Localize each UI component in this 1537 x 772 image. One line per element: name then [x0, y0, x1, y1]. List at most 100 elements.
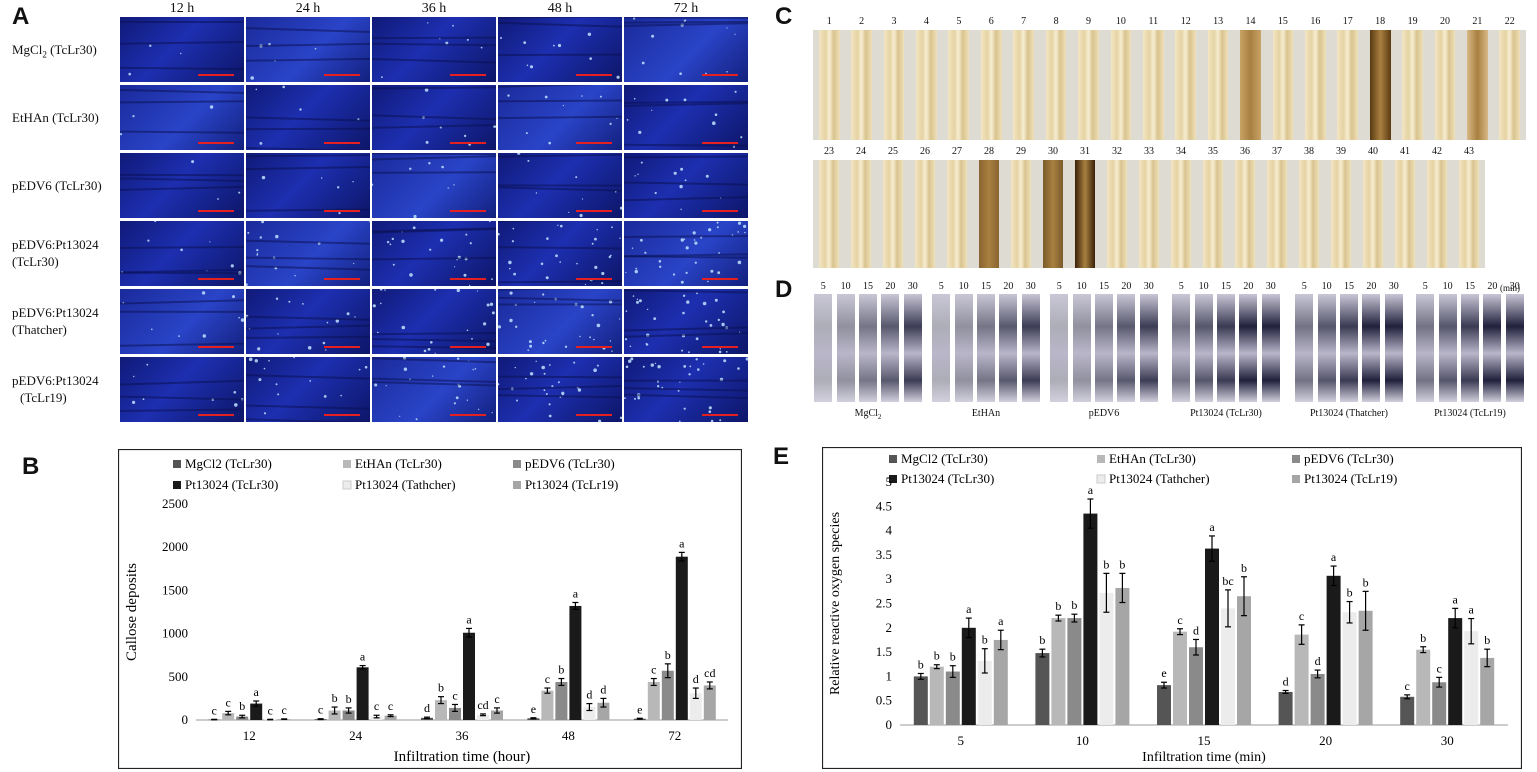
bar [342, 710, 355, 720]
strip-number: 15 [1277, 16, 1288, 27]
bar [384, 715, 397, 720]
significance-letter: b [1103, 557, 1109, 571]
x-tick-label: 72 [668, 728, 681, 743]
panel-d-time-label: 15 [1221, 281, 1231, 292]
x-tick-label: 30 [1441, 733, 1454, 748]
panel-d-time-label: 5 [820, 281, 826, 292]
strip-number: 4 [923, 16, 929, 27]
stained-strip [1194, 294, 1213, 402]
significance-letter: b [1039, 633, 1045, 647]
y-axis-label: Callose deposits [124, 563, 140, 661]
panel-label-a: A [12, 3, 30, 30]
bar [1205, 548, 1219, 725]
strip-number: 37 [1272, 146, 1282, 157]
leaf-strip [1207, 30, 1229, 140]
bar [1310, 673, 1325, 725]
bar [689, 693, 702, 720]
strip-number: 34 [1176, 146, 1186, 157]
panel-d-time-label: 20 [885, 281, 896, 292]
micrograph [624, 289, 748, 354]
panel-d-time-label: 15 [1465, 281, 1475, 292]
micrograph [246, 153, 370, 218]
strip-number: 17 [1342, 16, 1353, 27]
leaf-strip [1337, 30, 1359, 140]
leaf-strip [1272, 30, 1294, 140]
y-tick-label: 1.5 [876, 644, 892, 659]
bar [945, 671, 960, 725]
micrograph [372, 85, 496, 150]
significance-letter: c [388, 699, 393, 713]
leaf-strip [978, 160, 1000, 268]
stained-strip [1384, 294, 1403, 402]
strip-number: 33 [1144, 146, 1154, 157]
legend-swatch [1292, 475, 1300, 483]
panel-d-time-label: 10 [840, 281, 851, 292]
y-tick-label: 2000 [162, 539, 188, 554]
strip-number: 30 [1048, 146, 1058, 157]
micrograph [120, 357, 244, 422]
stained-strip [1095, 294, 1113, 402]
significance-letter: a [573, 586, 579, 600]
panel-d-time-label: 20 [1003, 281, 1014, 292]
micrograph [624, 221, 748, 286]
strip-number: 6 [988, 16, 994, 27]
panel-d-time-label: 20 [1366, 281, 1377, 292]
panel-d-group-label: EtHAn [971, 408, 1001, 419]
micrograph [120, 153, 244, 218]
panel-d-group-label: Pt13024 (TcLr19) [1434, 408, 1506, 419]
strip-number: 27 [952, 146, 962, 157]
y-tick-label: 2 [886, 620, 893, 635]
legend-label: MgCl2 (TcLr30) [901, 451, 988, 466]
legend-label: pEDV6 (TcLr30) [525, 456, 615, 471]
bar [929, 666, 944, 725]
strip-number: 39 [1336, 146, 1346, 157]
leaf-strip [1298, 160, 1320, 268]
micrograph [120, 85, 244, 150]
bar [1237, 596, 1251, 725]
significance-letter: a [679, 536, 685, 550]
legend-label: Pt13024 (TcLr19) [1304, 471, 1397, 486]
micrograph [246, 357, 370, 422]
leaf-strip [1110, 30, 1132, 140]
leaf-strip [1499, 30, 1521, 140]
leaf-strip [1434, 30, 1456, 140]
panel-b-callose-chart: MgCl2 (TcLr30) EtHAn (TcLr30) pEDV6 (TcLr3… [118, 449, 742, 769]
panel-label-d: D [775, 276, 793, 303]
panel-d-time-label: 30 [1509, 281, 1520, 292]
leaf-strip [1402, 30, 1423, 140]
legend-swatch [513, 460, 521, 468]
significance-letter: c [268, 703, 273, 717]
leaf-strip [883, 30, 905, 140]
y-tick-label: 2500 [162, 496, 188, 511]
significance-letter: c [1299, 609, 1304, 623]
significance-letter: b [950, 650, 956, 664]
significance-letter: b [558, 663, 564, 677]
legend-swatch [342, 480, 352, 490]
micrograph [624, 17, 748, 82]
leaf-strip [1042, 160, 1064, 268]
strip-number: 13 [1213, 16, 1224, 27]
stained-strip [1340, 294, 1358, 402]
bar [1400, 696, 1415, 725]
leaf-strip [948, 30, 970, 140]
strip-number: 18 [1375, 16, 1386, 27]
y-tick-label: 4.5 [876, 498, 892, 513]
bar [703, 685, 716, 720]
significance-letter: c [545, 672, 550, 686]
micrograph [120, 17, 244, 82]
panel-d-group-label: pEDV6 [1088, 408, 1120, 419]
micrograph [372, 17, 496, 82]
leaf-strip [850, 160, 872, 268]
y-tick-label: 5 [886, 474, 893, 489]
panel-d-time-label: 10 [1198, 281, 1209, 292]
bar [1416, 649, 1431, 725]
significance-letter: b [1241, 561, 1247, 575]
significance-letter: b [665, 648, 671, 662]
significance-letter: b [918, 657, 924, 671]
strip-number: 11 [1148, 16, 1159, 27]
panel-d-time-label: 30 [1265, 281, 1276, 292]
bar [1358, 610, 1373, 725]
leaf-strip [1202, 160, 1224, 268]
panel-d-time-label: 15 [863, 281, 873, 292]
leaf-strip [980, 30, 1002, 140]
